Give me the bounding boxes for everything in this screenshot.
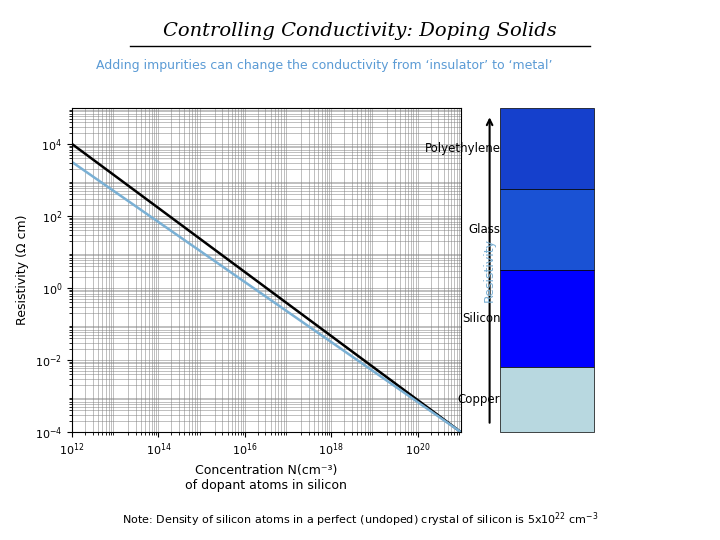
Bar [500, 270, 594, 367]
Text: Glass: Glass [469, 223, 500, 236]
Text: Controlling Conductivity: Doping Solids: Controlling Conductivity: Doping Solids [163, 22, 557, 39]
Text: Note: Density of silicon atoms in a perfect (undoped) crystal of silicon is 5x10: Note: Density of silicon atoms in a perf… [122, 511, 598, 529]
Text: Polyethylene: Polyethylene [424, 142, 500, 155]
Bar [500, 189, 594, 270]
X-axis label: Concentration N(cm⁻³)
of dopant atoms in silicon: Concentration N(cm⁻³) of dopant atoms in… [186, 464, 347, 492]
Text: Silicon: Silicon [462, 312, 500, 325]
Bar [500, 108, 594, 189]
Text: Copper: Copper [458, 393, 500, 406]
Y-axis label: Resistivity (Ω cm): Resistivity (Ω cm) [17, 215, 30, 325]
Text: Adding impurities can change the conductivity from ‘insulator’ to ‘metal’: Adding impurities can change the conduct… [96, 59, 552, 72]
Bar [500, 367, 594, 432]
Text: Resistivity: Resistivity [483, 238, 496, 302]
